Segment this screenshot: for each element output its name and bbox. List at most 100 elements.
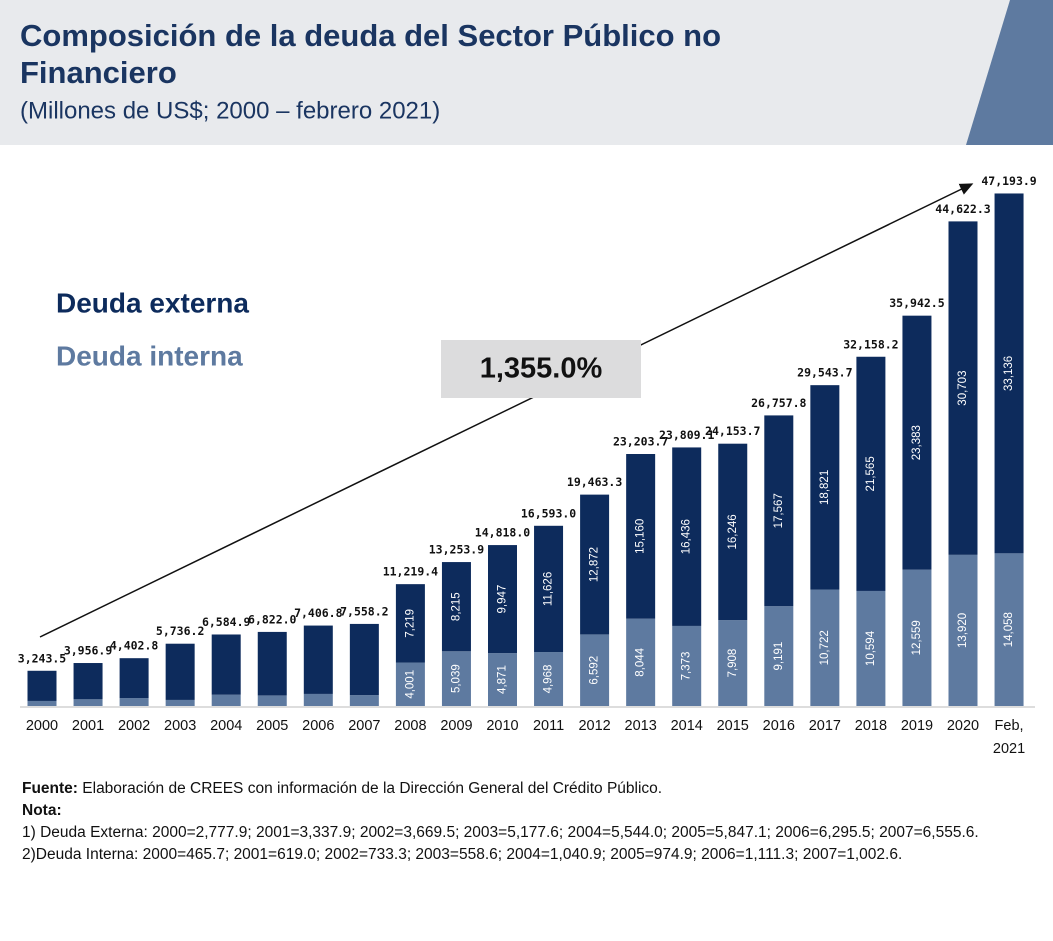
value-label: 8,215 <box>450 592 462 621</box>
x-tick-label: 2015 <box>717 718 749 734</box>
annotation: 1,355.0% <box>480 353 603 385</box>
total-label: 35,942.5 <box>889 296 944 310</box>
value-label: 7,373 <box>681 652 693 681</box>
bar-segment <box>257 695 287 706</box>
total-label: 24,153.7 <box>705 424 760 438</box>
total-label: 6,822.0 <box>248 612 297 626</box>
bar-segment <box>672 447 702 626</box>
bar-segment <box>948 554 978 706</box>
total-label: 13,253.9 <box>429 543 484 557</box>
bar-segment <box>119 698 149 706</box>
bar-segment <box>395 584 425 663</box>
bar-segment <box>810 385 840 590</box>
value-label: 30,703 <box>957 371 969 406</box>
bar-segment <box>488 653 517 706</box>
value-label: 11,626 <box>543 572 555 606</box>
value-label: 6,592 <box>589 656 601 685</box>
x-tick-label: Feb, 2021 <box>993 718 1025 757</box>
x-tick-label: 2000 <box>26 718 58 734</box>
bar-segment <box>441 651 471 706</box>
bar-segment <box>27 670 57 701</box>
total-label: 7,406.8 <box>294 606 343 620</box>
x-tick-label: 2009 <box>440 718 472 734</box>
total-label: 32,158.2 <box>843 337 898 351</box>
note-label-text: Nota: <box>22 802 62 819</box>
source: Fuente: Elaboración de CREES con informa… <box>22 778 1037 800</box>
value-label: 10,594 <box>865 630 877 666</box>
x-tick-label: 2008 <box>394 718 426 734</box>
bar-segment <box>534 652 564 706</box>
total-label: 26,757.8 <box>751 396 806 410</box>
bar-segment <box>948 221 978 555</box>
value-label: 33,136 <box>1003 356 1015 391</box>
x-tick-label: 2013 <box>625 718 657 734</box>
bar-segment <box>211 694 241 706</box>
value-label: 4,001 <box>404 670 416 699</box>
value-label: 18,821 <box>819 470 831 505</box>
x-tick-label: 2004 <box>210 718 242 734</box>
note: 2)Deuda Interna: 2000=465.7; 2001=619.0;… <box>22 846 903 863</box>
value-label: 9,191 <box>773 642 785 671</box>
x-tick-label: 2011 <box>533 718 564 734</box>
bar-segment <box>534 525 564 653</box>
bar-segment <box>580 634 610 706</box>
value-label: 13,920 <box>957 613 969 648</box>
x-tick-label: 2007 <box>348 718 380 734</box>
footer: Fuente: Elaboración de CREES con informa… <box>22 778 1037 866</box>
total-label: 11,219.4 <box>383 565 438 579</box>
bar-segment <box>994 193 1024 554</box>
bar-segment <box>580 494 610 635</box>
bar-segment <box>672 625 702 706</box>
bar-segment <box>718 620 748 706</box>
value-label: 17,567 <box>773 493 785 528</box>
total-label: 6,584.9 <box>202 615 251 629</box>
total-label: 14,818.0 <box>475 526 530 540</box>
value-label: 7,908 <box>727 649 739 678</box>
bar-segment <box>257 631 287 696</box>
bar-segment <box>441 562 471 652</box>
bar-segment <box>395 662 425 706</box>
note: 1) Deuda Externa: 2000=2,777.9; 2001=3,3… <box>22 824 979 841</box>
x-tick-label: 2020 <box>947 718 979 734</box>
total-label: 16,593.0 <box>521 506 576 520</box>
title: Composición de la deuda del Sector Públi… <box>20 18 721 53</box>
value-label: 15,160 <box>635 519 647 554</box>
source-label: Fuente: <box>22 780 78 797</box>
x-tick-label: 2018 <box>855 718 887 734</box>
bar-segment <box>764 606 794 706</box>
bar-segment <box>27 700 57 706</box>
value-label: 16,436 <box>681 519 693 554</box>
total-label: 44,622.3 <box>935 202 990 216</box>
total-label: 23,203.7 <box>613 435 668 449</box>
value-label: 12,559 <box>911 620 923 655</box>
x-tick-label: 2003 <box>164 718 196 734</box>
x-tick-label: 2002 <box>118 718 150 734</box>
bar-segment <box>994 553 1024 706</box>
total-label: 29,543.7 <box>797 366 852 380</box>
x-tick-label: 2010 <box>486 718 518 734</box>
value-label: 8,044 <box>635 647 647 676</box>
bar-segment <box>856 590 886 706</box>
total-label: 19,463.3 <box>567 475 622 489</box>
header-stripe <box>966 0 1053 145</box>
value-label: 10,722 <box>819 630 831 665</box>
chart: Composición de la deuda del Sector Públi… <box>0 0 1053 757</box>
legend-entry: Deuda interna <box>56 340 243 371</box>
value-label: 4,871 <box>497 665 509 694</box>
bar-segment <box>73 663 103 700</box>
total-label: 4,402.8 <box>110 639 159 653</box>
total-label: 3,243.5 <box>18 651 67 665</box>
total-label: 47,193.9 <box>981 174 1036 188</box>
value-label: 5,039 <box>450 664 462 693</box>
x-tick-label: 2019 <box>901 718 933 734</box>
bar-segment <box>902 569 932 706</box>
bar-segment <box>73 699 103 706</box>
bar-segment <box>626 618 656 706</box>
annotation-box <box>441 340 641 398</box>
x-tick-label: 2005 <box>256 718 288 734</box>
value-label: 14,058 <box>1003 612 1015 647</box>
bar-segment <box>211 634 241 695</box>
bar-segment <box>303 693 333 706</box>
bar-segment <box>488 545 517 654</box>
header-band <box>0 0 1053 145</box>
